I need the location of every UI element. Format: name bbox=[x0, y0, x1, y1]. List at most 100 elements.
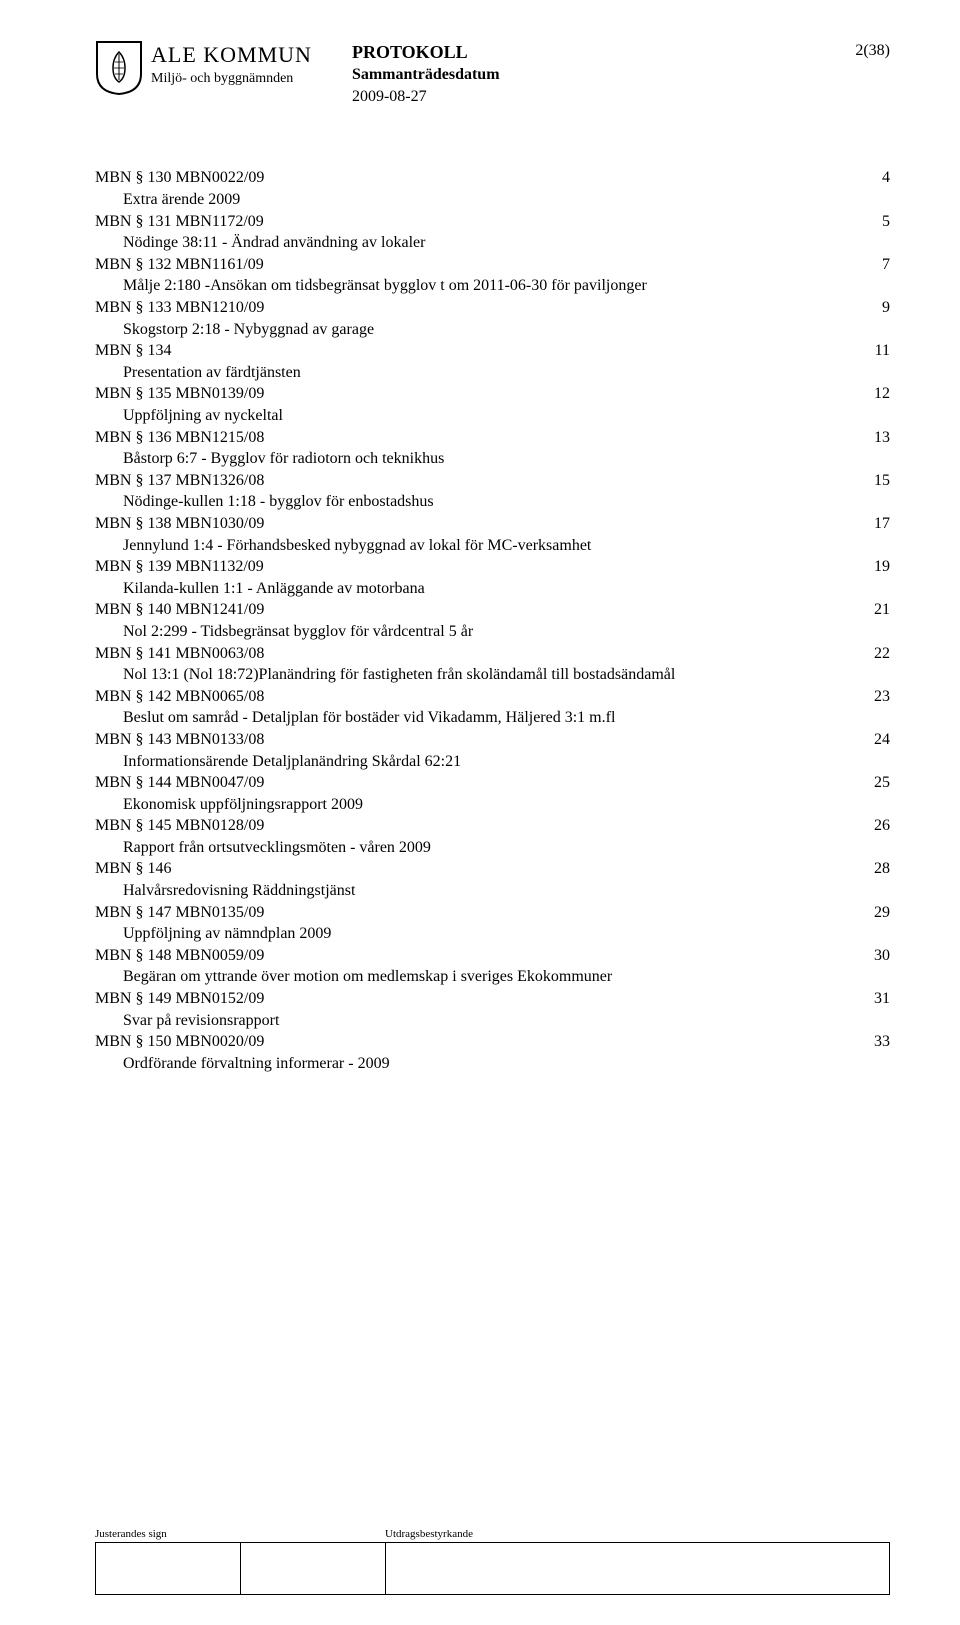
toc-entry-text: MBN § 139 MBN1132/09 bbox=[95, 556, 264, 578]
toc-entry-text: Uppföljning av nämndplan 2009 bbox=[123, 923, 331, 945]
toc-entry-page: 5 bbox=[882, 211, 890, 233]
toc-entry-text: MBN § 135 MBN0139/09 bbox=[95, 383, 264, 405]
organization-name: ALE KOMMUN bbox=[151, 40, 312, 70]
toc-entry-page: 29 bbox=[874, 902, 890, 924]
toc-entry-page: 31 bbox=[874, 988, 890, 1010]
footer-labels: Justerandes sign Utdragsbestyrkande bbox=[95, 1527, 890, 1542]
toc-entry-text: Nödinge 38:11 - Ändrad användning av lok… bbox=[123, 232, 425, 254]
toc-entry-text: Nol 13:1 (Nol 18:72)Planändring för fast… bbox=[123, 664, 675, 686]
toc-entry-text: Ordförande förvaltning informerar - 2009 bbox=[123, 1053, 390, 1075]
footer-label-left: Justerandes sign bbox=[95, 1527, 385, 1542]
toc-entry: Nol 13:1 (Nol 18:72)Planändring för fast… bbox=[95, 664, 890, 686]
toc-entry-text: MBN § 140 MBN1241/09 bbox=[95, 599, 264, 621]
toc-entry-page: 17 bbox=[874, 513, 890, 535]
toc-entry: MBN § 142 MBN0065/0823 bbox=[95, 686, 890, 708]
page-footer: Justerandes sign Utdragsbestyrkande bbox=[95, 1527, 890, 1595]
toc-entry-page: 13 bbox=[874, 427, 890, 449]
toc-entry-page: 25 bbox=[874, 772, 890, 794]
toc-entry: MBN § 140 MBN1241/09 21 bbox=[95, 599, 890, 621]
toc-entry-text: Jennylund 1:4 - Förhandsbesked nybyggnad… bbox=[123, 535, 591, 557]
document-title-block: PROTOKOLL Sammanträdesdatum 2009-08-27 bbox=[352, 40, 835, 107]
toc-entry-text: MBN § 149 MBN0152/09 bbox=[95, 988, 264, 1010]
toc-entry-text: Informationsärende Detaljplanändring Skå… bbox=[123, 751, 461, 773]
toc-entry-text: MBN § 141 MBN0063/08 bbox=[95, 643, 264, 665]
document-subtitle: Sammanträdesdatum bbox=[352, 64, 835, 86]
toc-entry: MBN § 137 MBN1326/0815 bbox=[95, 470, 890, 492]
document-page: ALE KOMMUN Miljö- och byggnämnden PROTOK… bbox=[0, 0, 960, 1625]
toc-entry: MBN § 139 MBN1132/09 19 bbox=[95, 556, 890, 578]
toc-entry: MBN § 143 MBN0133/0824 bbox=[95, 729, 890, 751]
toc-entry-text: Begäran om yttrande över motion om medle… bbox=[123, 966, 612, 988]
organization-block: ALE KOMMUN Miljö- och byggnämnden bbox=[151, 40, 312, 89]
toc-entry: Beslut om samråd - Detaljplan för bostäd… bbox=[95, 707, 890, 729]
toc-entry-text: MBN § 147 MBN0135/09 bbox=[95, 902, 264, 924]
toc-entry: MBN § 138 MBN1030/09 17 bbox=[95, 513, 890, 535]
toc-entry-page: 19 bbox=[874, 556, 890, 578]
toc-entry: MBN § 13411 bbox=[95, 340, 890, 362]
page-number: 2(38) bbox=[855, 40, 890, 62]
document-date: 2009-08-27 bbox=[352, 86, 835, 108]
toc-entry-text: MBN § 148 MBN0059/09 bbox=[95, 945, 264, 967]
toc-entry-text: Båstorp 6:7 - Bygglov för radiotorn och … bbox=[123, 448, 444, 470]
toc-entry: Nol 2:299 - Tidsbegränsat bygglov för vå… bbox=[95, 621, 890, 643]
toc-entry-page: 23 bbox=[874, 686, 890, 708]
toc-entry-text: MBN § 144 MBN0047/09 bbox=[95, 772, 264, 794]
toc-entry-text: Svar på revisionsrapport bbox=[123, 1010, 279, 1032]
organization-subunit: Miljö- och byggnämnden bbox=[151, 70, 312, 89]
toc-entry: Extra ärende 2009 bbox=[95, 189, 890, 211]
toc-entry-text: MBN § 146 bbox=[95, 858, 171, 880]
municipality-crest-icon bbox=[95, 40, 143, 96]
toc-entry-text: Målje 2:180 -Ansökan om tidsbegränsat by… bbox=[123, 275, 647, 297]
toc-entry-text: Kilanda-kullen 1:1 - Anläggande av motor… bbox=[123, 578, 425, 600]
toc-entry: MBN § 147 MBN0135/09 29 bbox=[95, 902, 890, 924]
toc-entry-text: MBN § 134 bbox=[95, 340, 171, 362]
toc-entry: MBN § 141 MBN0063/08 22 bbox=[95, 643, 890, 665]
toc-entry-page: 28 bbox=[874, 858, 890, 880]
toc-entry-text: MBN § 150 MBN0020/09 bbox=[95, 1031, 264, 1053]
toc-entry-text: Nol 2:299 - Tidsbegränsat bygglov för vå… bbox=[123, 621, 473, 643]
document-title: PROTOKOLL bbox=[352, 40, 835, 64]
footer-label-right: Utdragsbestyrkande bbox=[385, 1527, 473, 1542]
toc-entry-page: 26 bbox=[874, 815, 890, 837]
toc-entry: Uppföljning av nyckeltal bbox=[95, 405, 890, 427]
toc-entry: MBN § 148 MBN0059/09 30 bbox=[95, 945, 890, 967]
toc-entry-page: 9 bbox=[882, 297, 890, 319]
signature-cell bbox=[96, 1543, 241, 1595]
toc-entry: Jennylund 1:4 - Förhandsbesked nybyggnad… bbox=[95, 535, 890, 557]
toc-entry-text: MBN § 131 MBN1172/09 bbox=[95, 211, 264, 233]
toc-entry: MBN § 146 28 bbox=[95, 858, 890, 880]
toc-entry-text: Beslut om samråd - Detaljplan för bostäd… bbox=[123, 707, 615, 729]
toc-entry: MBN § 135 MBN0139/09 12 bbox=[95, 383, 890, 405]
toc-entry-text: Extra ärende 2009 bbox=[123, 189, 240, 211]
toc-entry: MBN § 136 MBN1215/08 13 bbox=[95, 427, 890, 449]
toc-entry-text: MBN § 138 MBN1030/09 bbox=[95, 513, 264, 535]
table-of-contents: MBN § 130 MBN0022/094Extra ärende 2009MB… bbox=[95, 167, 890, 1074]
toc-entry: MBN § 131 MBN1172/09 5 bbox=[95, 211, 890, 233]
toc-entry: Begäran om yttrande över motion om medle… bbox=[95, 966, 890, 988]
toc-entry: MBN § 150 MBN0020/0933 bbox=[95, 1031, 890, 1053]
toc-entry: Kilanda-kullen 1:1 - Anläggande av motor… bbox=[95, 578, 890, 600]
toc-entry-text: MBN § 137 MBN1326/08 bbox=[95, 470, 264, 492]
toc-entry-text: Uppföljning av nyckeltal bbox=[123, 405, 283, 427]
toc-entry: Nödinge-kullen 1:18 - bygglov för enbost… bbox=[95, 491, 890, 513]
page-header: ALE KOMMUN Miljö- och byggnämnden PROTOK… bbox=[95, 40, 890, 107]
toc-entry-page: 30 bbox=[874, 945, 890, 967]
toc-entry-page: 7 bbox=[882, 254, 890, 276]
toc-entry-text: MBN § 132 MBN1161/09 bbox=[95, 254, 264, 276]
toc-entry: Presentation av färdtjänsten bbox=[95, 362, 890, 384]
signature-table bbox=[95, 1542, 890, 1595]
toc-entry: Svar på revisionsrapport bbox=[95, 1010, 890, 1032]
toc-entry-page: 22 bbox=[874, 643, 890, 665]
toc-entry-page: 21 bbox=[874, 599, 890, 621]
toc-entry: Rapport från ortsutvecklingsmöten - våre… bbox=[95, 837, 890, 859]
toc-entry-text: Halvårsredovisning Räddningstjänst bbox=[123, 880, 355, 902]
toc-entry: MBN § 133 MBN1210/09 9 bbox=[95, 297, 890, 319]
toc-entry: Ordförande förvaltning informerar - 2009 bbox=[95, 1053, 890, 1075]
attestation-cell bbox=[386, 1543, 890, 1595]
toc-entry-text: MBN § 136 MBN1215/08 bbox=[95, 427, 264, 449]
toc-entry: MBN § 130 MBN0022/094 bbox=[95, 167, 890, 189]
toc-entry-text: MBN § 133 MBN1210/09 bbox=[95, 297, 264, 319]
toc-entry-text: Ekonomisk uppföljningsrapport 2009 bbox=[123, 794, 363, 816]
toc-entry-text: MBN § 143 MBN0133/08 bbox=[95, 729, 264, 751]
toc-entry-page: 12 bbox=[874, 383, 890, 405]
